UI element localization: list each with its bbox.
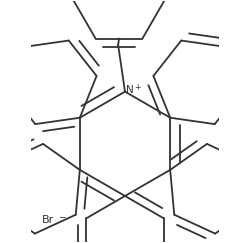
Text: −: − bbox=[58, 212, 66, 221]
Text: N: N bbox=[126, 85, 134, 95]
Text: Br: Br bbox=[42, 215, 54, 225]
Text: +: + bbox=[135, 83, 141, 92]
